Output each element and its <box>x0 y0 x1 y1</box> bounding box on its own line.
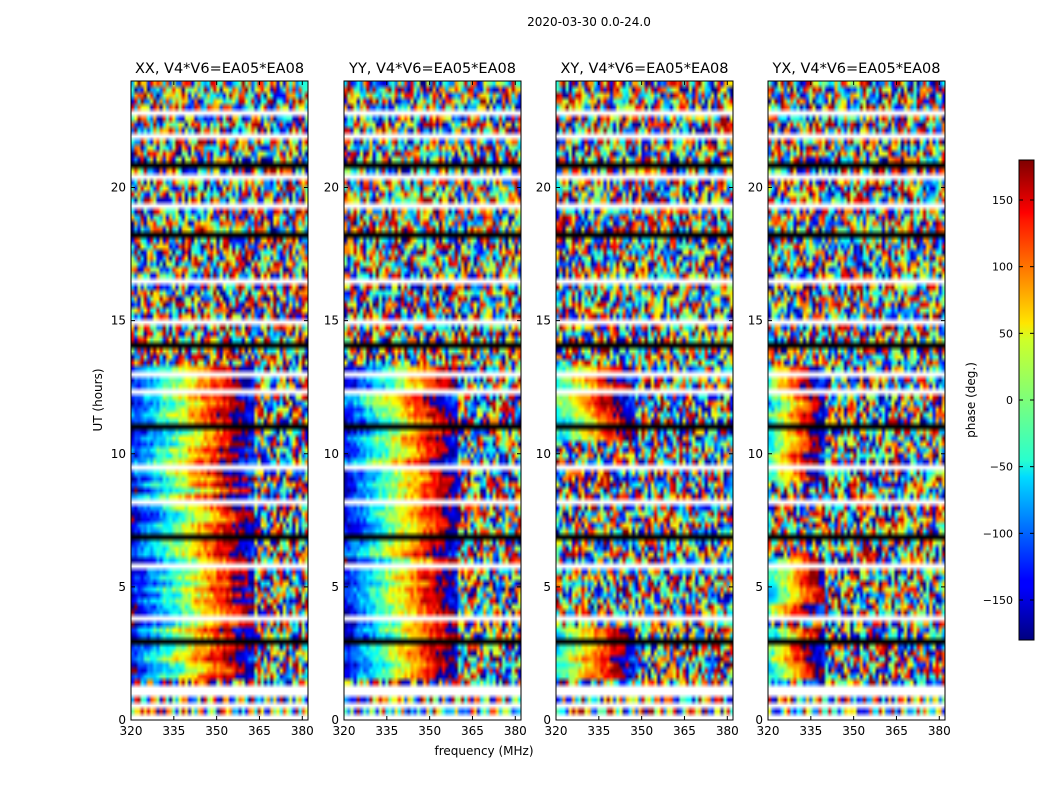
colorbar-tick-label: −50 <box>990 461 1013 474</box>
x-tick-label: 365 <box>885 724 908 738</box>
y-tick-label: 10 <box>536 447 551 461</box>
y-tick-label: 20 <box>111 181 126 195</box>
y-tick-label: 15 <box>748 314 763 328</box>
colorbar-tick-label: 50 <box>999 327 1013 340</box>
y-tick-label: 0 <box>755 713 763 727</box>
x-tick-label: 380 <box>716 724 739 738</box>
panel-2: XY, V4*V6=EA05*EA08 320 335 350 365 380 0 5 10 15… <box>536 61 739 738</box>
x-tick-label: 350 <box>842 724 865 738</box>
colorbar-tick-label: 150 <box>992 194 1013 207</box>
panel-frame <box>767 80 946 721</box>
x-tick-label: 335 <box>799 724 822 738</box>
x-tick-label: 335 <box>162 724 185 738</box>
y-tick-label: 5 <box>331 580 339 594</box>
y-tick-label: 5 <box>755 580 763 594</box>
y-tick-label: 10 <box>748 447 763 461</box>
colorbar: 150 100 50 0 −50 −100 −150 phase (deg.) <box>964 159 1035 641</box>
y-tick-label: 0 <box>118 713 126 727</box>
x-axis-label: frequency (MHz) <box>434 744 533 758</box>
x-tick-label: 380 <box>928 724 951 738</box>
colorbar-tick-label: −150 <box>983 594 1013 607</box>
y-tick-label: 5 <box>118 580 126 594</box>
y-tick-label: 20 <box>536 181 551 195</box>
colorbar-ticks: 150 100 50 0 −50 −100 −150 <box>983 194 1034 607</box>
x-tick-label: 320 <box>120 724 143 738</box>
panels: XX, V4*V6=EA05*EA08 320 335 350 365 380 0 5 10 15… <box>111 61 951 738</box>
panel-title: XX, V4*V6=EA05*EA08 <box>135 61 304 77</box>
x-tick-label: 350 <box>205 724 228 738</box>
x-tick-label: 335 <box>375 724 398 738</box>
x-tick-label: 365 <box>248 724 271 738</box>
x-tick-label: 335 <box>587 724 610 738</box>
x-tick-label: 365 <box>673 724 696 738</box>
x-tick-label: 380 <box>291 724 314 738</box>
panel-title: YY, V4*V6=EA05*EA08 <box>348 61 516 77</box>
panel-0: XX, V4*V6=EA05*EA08 320 335 350 365 380 0 5 10 15… <box>111 61 314 738</box>
y-tick-label: 15 <box>324 314 339 328</box>
x-tick-label: 350 <box>630 724 653 738</box>
heatmap-image <box>768 81 945 720</box>
suptitle: 2020-03-30 0.0-24.0 <box>527 15 651 29</box>
panel-3: YX, V4*V6=EA05*EA08 320 335 350 365 380 0 5 10 15… <box>748 61 951 738</box>
y-tick-label: 0 <box>543 713 551 727</box>
panel-frame <box>555 80 734 721</box>
colorbar-tick-label: 100 <box>992 261 1013 274</box>
colorbar-tick-label: 0 <box>1006 394 1013 407</box>
y-axis-label: UT (hours) <box>91 368 105 431</box>
y-tick-label: 15 <box>536 314 551 328</box>
heatmap-image <box>131 81 308 720</box>
y-tick-label: 10 <box>324 447 339 461</box>
panel-1: YY, V4*V6=EA05*EA08 320 335 350 365 380 0 5 10 15… <box>324 61 527 738</box>
x-tick-label: 320 <box>333 724 356 738</box>
panel-title: XY, V4*V6=EA05*EA08 <box>560 61 728 77</box>
colorbar-tick-label: −100 <box>983 527 1013 540</box>
panel-title: YX, V4*V6=EA05*EA08 <box>771 61 940 77</box>
x-tick-label: 380 <box>504 724 527 738</box>
x-tick-label: 320 <box>545 724 568 738</box>
heatmap-image <box>556 81 733 720</box>
x-tick-label: 350 <box>418 724 441 738</box>
heatmap-image <box>344 81 521 720</box>
y-tick-label: 20 <box>748 181 763 195</box>
y-tick-label: 20 <box>324 181 339 195</box>
colorbar-label: phase (deg.) <box>964 362 978 438</box>
y-tick-label: 10 <box>111 447 126 461</box>
y-tick-label: 15 <box>111 314 126 328</box>
y-tick-label: 0 <box>331 713 339 727</box>
panel-frame <box>343 80 522 721</box>
x-tick-label: 320 <box>757 724 780 738</box>
y-tick-label: 5 <box>543 580 551 594</box>
panel-frame <box>130 80 309 721</box>
x-tick-label: 365 <box>461 724 484 738</box>
